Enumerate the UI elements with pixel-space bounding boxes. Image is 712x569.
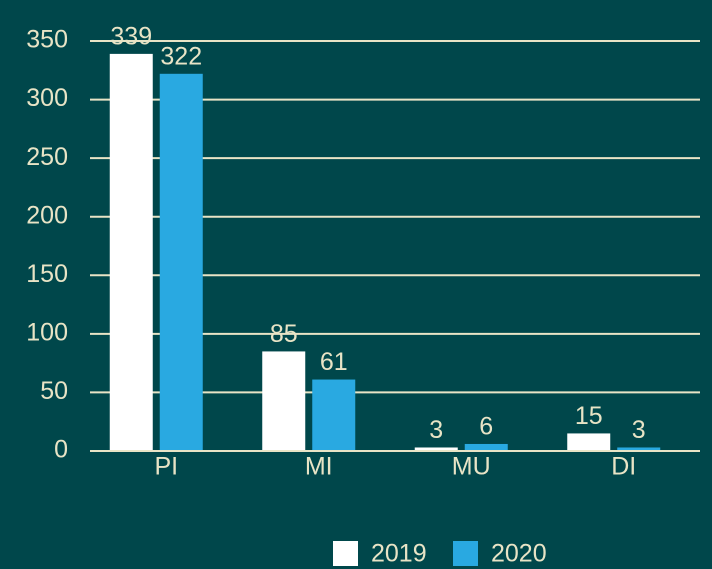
bar bbox=[464, 443, 508, 451]
y-tick-label: 150 bbox=[26, 260, 68, 288]
y-tick-label: 200 bbox=[26, 201, 68, 229]
legend-swatch bbox=[333, 541, 358, 566]
data-label: 322 bbox=[160, 42, 202, 70]
y-tick-label: 100 bbox=[26, 318, 68, 346]
x-tick-label: MU bbox=[452, 453, 491, 481]
x-tick-label: PI bbox=[154, 453, 178, 481]
legend-swatch bbox=[453, 541, 478, 566]
bar bbox=[159, 73, 203, 452]
x-tick-label: MI bbox=[305, 453, 333, 481]
bar bbox=[312, 379, 356, 451]
data-label: 15 bbox=[575, 402, 603, 430]
data-label: 3 bbox=[429, 416, 443, 444]
bar bbox=[414, 447, 458, 451]
bar bbox=[109, 53, 153, 452]
bar bbox=[617, 447, 661, 451]
y-tick-label: 300 bbox=[26, 84, 68, 112]
legend-label: 2020 bbox=[491, 540, 547, 568]
bar bbox=[567, 433, 611, 451]
data-label: 61 bbox=[320, 348, 348, 376]
y-tick-label: 350 bbox=[26, 26, 68, 54]
bar bbox=[262, 351, 306, 451]
data-label: 3 bbox=[632, 416, 646, 444]
legend-label: 2019 bbox=[371, 540, 427, 568]
y-tick-label: 50 bbox=[40, 377, 68, 405]
data-label: 6 bbox=[479, 413, 493, 441]
y-tick-label: 0 bbox=[54, 436, 68, 464]
data-label: 85 bbox=[270, 320, 298, 348]
data-label: 339 bbox=[110, 22, 152, 50]
y-tick-label: 250 bbox=[26, 143, 68, 171]
x-tick-label: DI bbox=[611, 453, 636, 481]
